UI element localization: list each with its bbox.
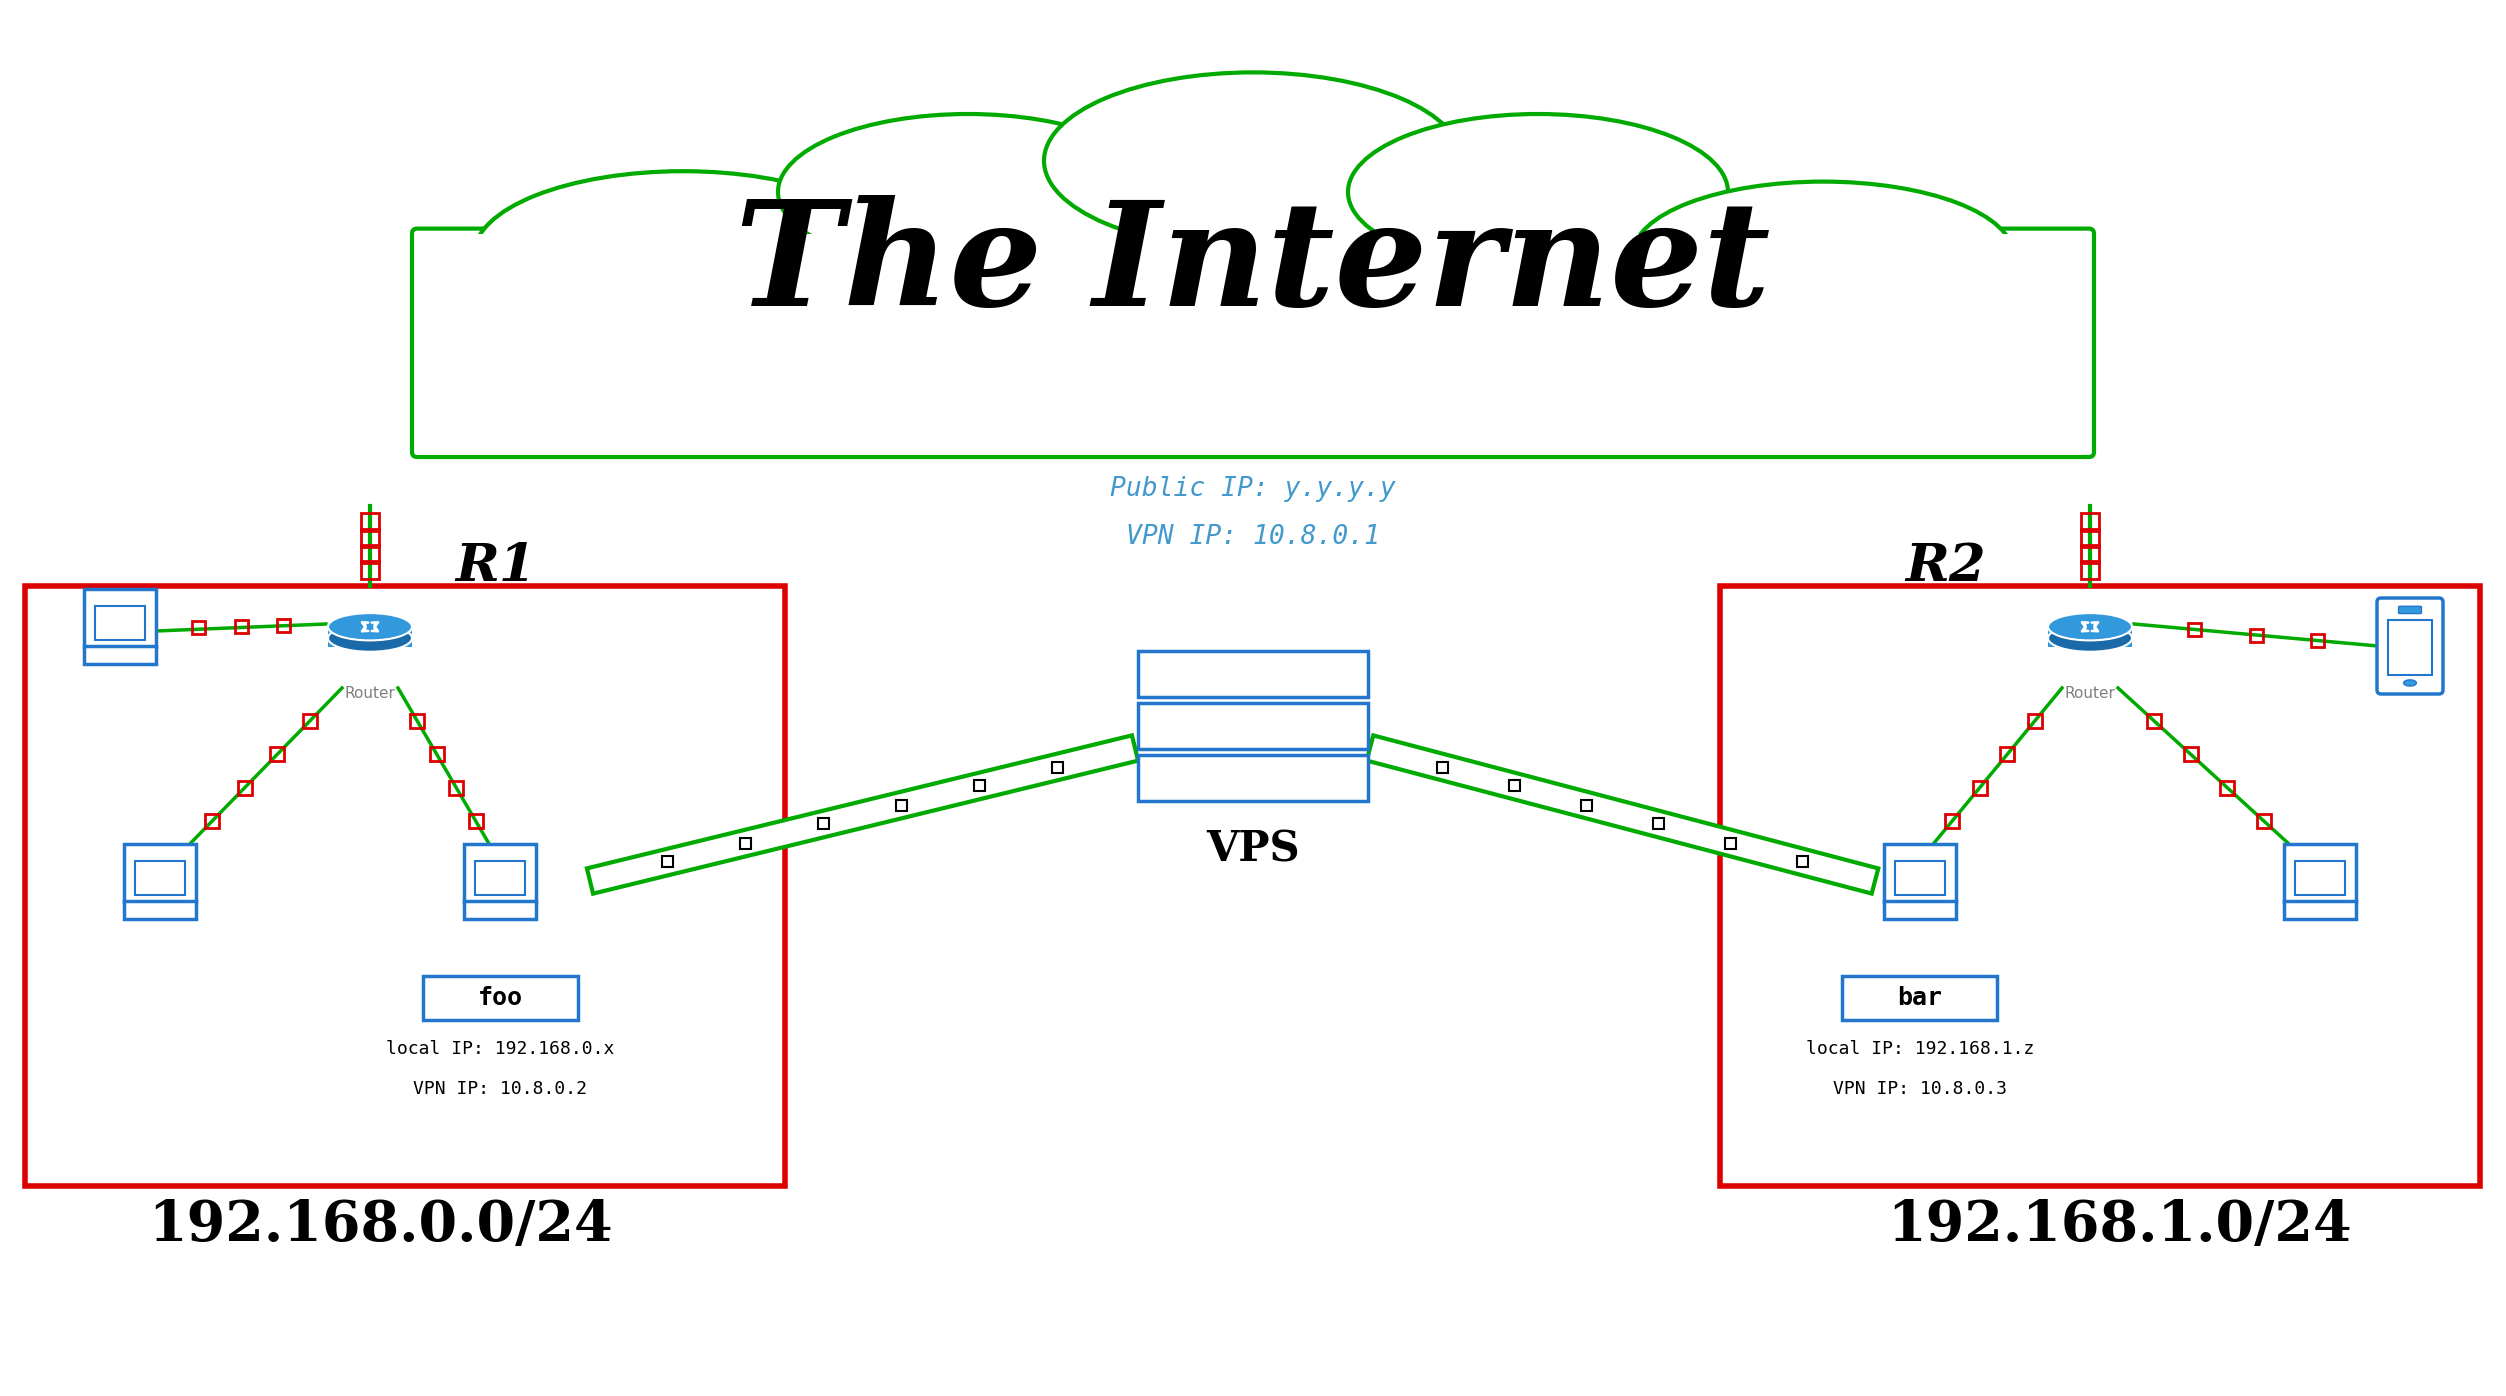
- Bar: [361, 529, 378, 547]
- Bar: [431, 747, 444, 761]
- Ellipse shape: [474, 172, 892, 338]
- FancyBboxPatch shape: [123, 900, 195, 919]
- FancyBboxPatch shape: [424, 976, 576, 1020]
- Text: VPN IP: 10.8.0.1: VPN IP: 10.8.0.1: [1125, 524, 1381, 550]
- Bar: [2188, 623, 2200, 637]
- FancyBboxPatch shape: [464, 845, 536, 902]
- Text: VPN IP: 10.8.0.3: VPN IP: 10.8.0.3: [1832, 1081, 2007, 1099]
- Bar: [2183, 747, 2198, 761]
- Bar: [1724, 838, 1737, 849]
- Text: The Internet: The Internet: [734, 195, 1772, 336]
- Text: foo: foo: [479, 986, 521, 1009]
- FancyBboxPatch shape: [411, 229, 2095, 456]
- Ellipse shape: [1045, 73, 1461, 250]
- Bar: [1654, 818, 1664, 829]
- Ellipse shape: [328, 613, 411, 641]
- FancyBboxPatch shape: [474, 861, 526, 895]
- Bar: [2027, 715, 2042, 729]
- FancyBboxPatch shape: [2398, 606, 2421, 614]
- FancyBboxPatch shape: [1885, 845, 1957, 902]
- Bar: [2148, 715, 2160, 729]
- FancyBboxPatch shape: [436, 233, 2070, 348]
- Bar: [411, 715, 424, 729]
- FancyBboxPatch shape: [2283, 845, 2356, 902]
- Text: R1: R1: [456, 542, 536, 592]
- Bar: [817, 818, 829, 829]
- Bar: [361, 544, 378, 563]
- Bar: [739, 838, 752, 849]
- FancyBboxPatch shape: [2047, 625, 2133, 646]
- Polygon shape: [586, 736, 1138, 893]
- Bar: [278, 618, 291, 632]
- Bar: [2080, 512, 2100, 530]
- Bar: [2080, 544, 2100, 563]
- Polygon shape: [1366, 736, 1880, 893]
- FancyBboxPatch shape: [2388, 620, 2431, 676]
- FancyBboxPatch shape: [464, 900, 536, 919]
- FancyBboxPatch shape: [85, 646, 155, 664]
- Text: 192.168.1.0/24: 192.168.1.0/24: [1887, 1198, 2353, 1254]
- FancyBboxPatch shape: [1885, 900, 1957, 919]
- FancyBboxPatch shape: [1895, 861, 1945, 895]
- Bar: [449, 780, 464, 794]
- FancyBboxPatch shape: [1138, 704, 1368, 750]
- Bar: [303, 715, 316, 729]
- FancyBboxPatch shape: [2283, 900, 2356, 919]
- Bar: [193, 621, 205, 634]
- Bar: [1436, 761, 1448, 772]
- Ellipse shape: [2047, 613, 2133, 641]
- Text: bar: bar: [1897, 986, 1942, 1009]
- Text: R2: R2: [1905, 542, 1985, 592]
- Bar: [1053, 761, 1063, 772]
- Text: Router: Router: [343, 685, 396, 701]
- FancyBboxPatch shape: [1842, 976, 1997, 1020]
- Bar: [2000, 747, 2015, 761]
- FancyBboxPatch shape: [85, 589, 155, 646]
- Bar: [361, 512, 378, 530]
- Bar: [361, 561, 378, 579]
- Bar: [2250, 628, 2263, 642]
- Ellipse shape: [1348, 114, 1729, 269]
- Bar: [271, 747, 283, 761]
- FancyBboxPatch shape: [2378, 597, 2443, 694]
- Bar: [2255, 814, 2270, 828]
- Bar: [236, 620, 248, 632]
- FancyBboxPatch shape: [1138, 755, 1368, 801]
- Bar: [1581, 800, 1591, 811]
- Text: 192.168.0.0/24: 192.168.0.0/24: [148, 1198, 611, 1254]
- Ellipse shape: [1634, 181, 2012, 327]
- FancyBboxPatch shape: [2295, 861, 2346, 895]
- Text: local IP: 192.168.1.z: local IP: 192.168.1.z: [1807, 1040, 2035, 1058]
- Bar: [1945, 814, 1960, 828]
- Bar: [205, 814, 221, 828]
- Ellipse shape: [328, 624, 411, 652]
- Bar: [975, 780, 985, 792]
- Text: local IP: 192.168.0.x: local IP: 192.168.0.x: [386, 1040, 614, 1058]
- Bar: [662, 857, 674, 867]
- Ellipse shape: [777, 114, 1158, 269]
- FancyBboxPatch shape: [95, 606, 145, 639]
- FancyBboxPatch shape: [123, 845, 195, 902]
- Bar: [1509, 780, 1519, 792]
- Bar: [1797, 857, 1809, 867]
- Bar: [469, 814, 484, 828]
- Bar: [2220, 780, 2235, 794]
- Text: VPN IP: 10.8.0.2: VPN IP: 10.8.0.2: [413, 1081, 586, 1099]
- Ellipse shape: [2047, 624, 2133, 652]
- Bar: [2080, 529, 2100, 547]
- Bar: [897, 800, 907, 811]
- Ellipse shape: [2403, 680, 2416, 685]
- Text: VPS: VPS: [1205, 828, 1301, 870]
- Text: Public IP: y.y.y.y: Public IP: y.y.y.y: [1110, 476, 1396, 503]
- Bar: [2080, 561, 2100, 579]
- FancyBboxPatch shape: [135, 861, 185, 895]
- Bar: [1972, 780, 1987, 794]
- FancyBboxPatch shape: [328, 625, 411, 646]
- Bar: [2311, 634, 2323, 646]
- FancyBboxPatch shape: [1138, 651, 1368, 697]
- Bar: [238, 780, 251, 794]
- Text: Router: Router: [2065, 685, 2115, 701]
